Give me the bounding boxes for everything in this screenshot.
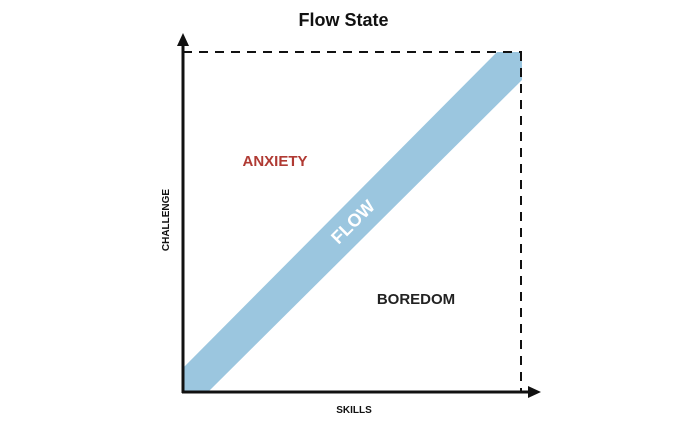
diagram-title: Flow State (298, 10, 389, 30)
x-axis-arrow (528, 386, 541, 398)
anxiety-label: ANXIETY (242, 153, 307, 170)
y-axis-label: CHALLENGE (161, 189, 172, 252)
flow-band (183, 52, 522, 392)
y-axis-arrow (177, 33, 189, 46)
x-axis-label: SKILLS (336, 405, 372, 416)
boredom-label: BOREDOM (377, 291, 455, 308)
